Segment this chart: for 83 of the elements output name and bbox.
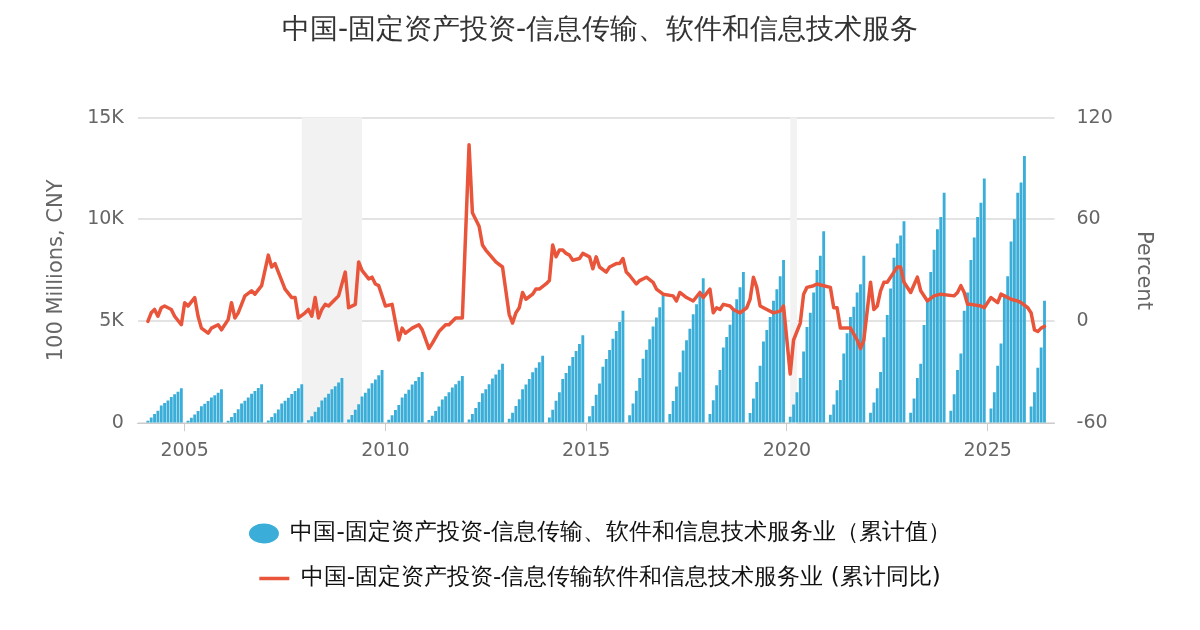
bar	[156, 410, 160, 423]
bar	[427, 420, 431, 423]
bar	[387, 419, 391, 423]
bar	[333, 386, 337, 423]
legend-label: 中国-固定资产投资-信息传输、软件和信息技术服务业（累计值）	[290, 518, 952, 545]
bar	[1043, 300, 1046, 423]
bar	[460, 376, 464, 423]
chart-title: 中国-固定资产投资-信息传输、软件和信息技术服务	[281, 12, 919, 46]
legend-label: 中国-固定资产投资-信息传输软件和信息技术服务业 (累计同比)	[300, 563, 941, 590]
bar	[541, 355, 545, 423]
bar	[1022, 155, 1026, 423]
bar	[216, 392, 220, 423]
bar	[293, 391, 297, 423]
y-tick-label: 5K	[99, 308, 125, 331]
bar	[203, 403, 207, 423]
bar	[243, 400, 247, 423]
bar	[153, 414, 156, 423]
bar	[213, 395, 217, 423]
bar	[741, 272, 745, 423]
bar	[420, 371, 424, 423]
bar	[313, 411, 317, 423]
y-tick-label: 10K	[87, 206, 125, 229]
bar	[363, 392, 367, 423]
y2-tick-label: 0	[1076, 308, 1089, 331]
y2-axis-title: Percent	[1132, 230, 1157, 310]
bar	[323, 397, 327, 423]
bar	[494, 374, 498, 423]
bar	[337, 382, 340, 423]
x-tick-label: 2010	[361, 437, 410, 460]
bar	[434, 411, 438, 423]
bar	[290, 393, 294, 423]
bar	[444, 396, 448, 423]
bar	[410, 384, 414, 423]
bar	[701, 278, 705, 423]
x-tick-label: 2025	[963, 437, 1012, 460]
bar	[521, 389, 525, 423]
bar	[307, 420, 310, 423]
bar	[440, 399, 444, 423]
bar	[159, 405, 163, 423]
y2-tick-label: 120	[1076, 104, 1113, 127]
bar	[330, 389, 334, 423]
bar	[407, 389, 411, 423]
bar	[661, 294, 665, 423]
bar	[491, 378, 494, 423]
bar	[266, 420, 270, 423]
y2-tick-label: -60	[1076, 410, 1108, 433]
bar	[454, 384, 458, 423]
bar	[327, 393, 330, 423]
bar	[320, 400, 324, 423]
bar	[404, 393, 407, 423]
bar	[233, 413, 237, 423]
y2-tick-label: 60	[1076, 206, 1101, 229]
bar	[430, 415, 434, 423]
bar	[246, 397, 250, 423]
y-axis-title: 100 Millions, CNY	[43, 179, 68, 362]
bar	[260, 384, 264, 423]
bar	[210, 397, 213, 423]
bar	[340, 378, 344, 423]
x-tick-label: 2015	[561, 437, 611, 460]
bar	[481, 393, 484, 423]
bar	[531, 372, 535, 423]
bar	[942, 192, 946, 423]
bar	[982, 178, 986, 423]
x-tick-label: 2020	[762, 437, 812, 460]
bar	[822, 231, 826, 423]
bar	[373, 379, 377, 423]
bar	[310, 416, 314, 423]
y-tick-label: 15K	[87, 104, 125, 127]
bar	[206, 401, 210, 423]
bar	[199, 406, 203, 423]
bar	[220, 389, 223, 423]
bar	[450, 387, 454, 423]
x-tick-label: 2005	[160, 437, 209, 460]
bar	[581, 335, 585, 423]
bar	[297, 388, 300, 423]
bar	[501, 363, 504, 423]
bar	[300, 384, 304, 423]
bar	[414, 381, 417, 423]
bar	[400, 397, 404, 423]
bar	[240, 403, 243, 423]
bar	[230, 416, 233, 423]
bar	[347, 419, 351, 423]
y-tick-label: 0	[111, 410, 124, 433]
